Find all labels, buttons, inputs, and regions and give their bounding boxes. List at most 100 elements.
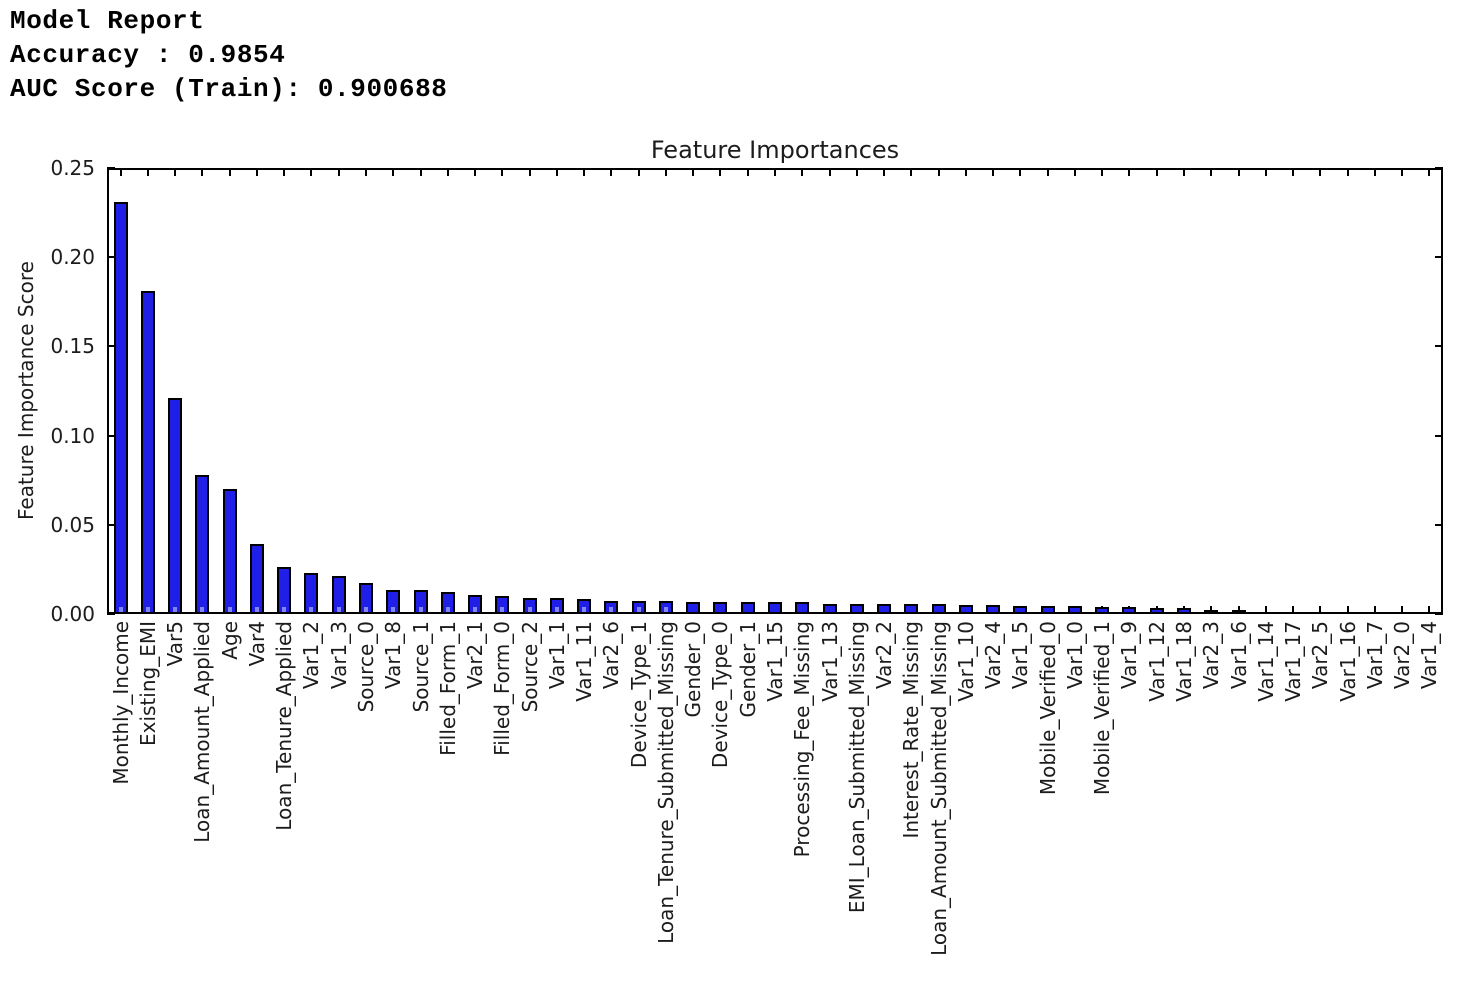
x-tick-label: Var2_0 bbox=[1390, 621, 1415, 690]
x-tick-label: Var1_2 bbox=[299, 621, 324, 690]
x-tick-label: Var1_1 bbox=[544, 621, 569, 690]
bar-Var2_1 bbox=[468, 595, 483, 614]
y-tick-right bbox=[1435, 345, 1443, 348]
bar-Var1_12 bbox=[1149, 608, 1164, 614]
bar-Var1_8 bbox=[386, 590, 401, 614]
y-axis-label: Feature Importance Score bbox=[14, 261, 38, 521]
bar-Monthly_Income bbox=[113, 202, 128, 614]
x-tick-top bbox=[801, 168, 804, 176]
x-tick-top bbox=[365, 168, 368, 176]
x-tick-label: Source_2 bbox=[517, 621, 542, 713]
x-tick-label: Var2_6 bbox=[599, 621, 624, 690]
x-tick-bottom bbox=[1401, 606, 1404, 614]
bar-tick-notch bbox=[554, 607, 559, 614]
y-tick-label: 0.15 bbox=[50, 334, 95, 359]
bar-tick-notch bbox=[418, 607, 423, 614]
x-tick-label: EMI_Loan_Submitted_Missing bbox=[844, 621, 869, 914]
bar-Existing_EMI bbox=[140, 291, 155, 614]
bar-tick-notch bbox=[609, 607, 614, 614]
bar-Var1_0 bbox=[1067, 606, 1082, 614]
bar-Var2_6 bbox=[604, 601, 619, 614]
x-tick-label: Var1_7 bbox=[1362, 621, 1387, 690]
x-tick-label: Loan_Tenure_Submitted_Missing bbox=[653, 621, 678, 944]
x-tick-label: Device_Type_0 bbox=[708, 621, 733, 769]
x-tick-top bbox=[1182, 168, 1185, 176]
report-auc-line: AUC Score (Train): 0.900688 bbox=[10, 74, 448, 104]
x-tick-label: Age bbox=[217, 621, 242, 660]
x-tick-label: Var1_15 bbox=[763, 621, 787, 702]
x-tick-label: Var5 bbox=[163, 621, 188, 667]
bar-Mobile_Verified_0 bbox=[1040, 606, 1055, 614]
x-tick-label: Var1_18 bbox=[1171, 621, 1196, 702]
x-tick-top bbox=[855, 168, 858, 176]
x-tick-label: Var1_14 bbox=[1253, 621, 1278, 702]
bar-Var1_10 bbox=[958, 605, 973, 614]
bar-Var1_11 bbox=[577, 599, 592, 614]
bar-tick-notch bbox=[527, 607, 532, 614]
x-tick-label: Var1_8 bbox=[381, 621, 406, 690]
x-tick-label: Var1_6 bbox=[1226, 621, 1251, 690]
x-tick-label: Var2_5 bbox=[1308, 621, 1333, 690]
x-tick-top bbox=[1046, 168, 1049, 176]
bar-tick-notch bbox=[336, 607, 341, 614]
x-tick-top bbox=[310, 168, 313, 176]
y-tick-left bbox=[107, 523, 115, 526]
x-tick-label: Var1_4 bbox=[1417, 621, 1442, 690]
y-tick-right bbox=[1435, 613, 1443, 615]
x-tick-top bbox=[937, 168, 940, 176]
x-tick-top bbox=[501, 168, 504, 176]
y-tick-label: 0.20 bbox=[50, 245, 95, 270]
x-tick-label: Var1_0 bbox=[1062, 621, 1087, 690]
x-tick-top bbox=[1101, 168, 1104, 176]
bar-tick-notch bbox=[473, 607, 478, 614]
bar-tick-notch bbox=[663, 607, 668, 614]
chart-title: Feature Importances bbox=[650, 136, 900, 164]
bar-Source_1 bbox=[413, 590, 428, 614]
x-tick-label: Interest_Rate_Missing bbox=[899, 621, 924, 839]
x-tick-top bbox=[392, 168, 395, 176]
bar-tick-notch bbox=[391, 607, 396, 614]
x-tick-top bbox=[883, 168, 886, 176]
bar-Var1_1 bbox=[549, 598, 564, 614]
x-tick-label: Var1_17 bbox=[1281, 621, 1306, 702]
bar-Var1_5 bbox=[1013, 606, 1028, 614]
bar-Loan_Tenure_Applied bbox=[277, 567, 292, 614]
x-tick-label: Var2_3 bbox=[1199, 621, 1224, 690]
y-tick-label: 0.00 bbox=[50, 602, 95, 626]
x-tick-label: Var1_10 bbox=[953, 621, 978, 702]
x-tick-label: Var2_2 bbox=[872, 621, 897, 690]
y-tick-left bbox=[107, 613, 115, 615]
bar-Var4 bbox=[249, 544, 264, 614]
bar-tick-notch bbox=[364, 607, 369, 614]
x-tick-top bbox=[692, 168, 695, 176]
x-tick-label: Filled_Form_1 bbox=[435, 621, 460, 756]
x-tick-label: Var1_12 bbox=[1144, 621, 1169, 702]
x-tick-label: Var1_13 bbox=[817, 621, 842, 702]
x-tick-top bbox=[474, 168, 477, 176]
x-tick-top bbox=[146, 168, 149, 176]
bar-tick-notch bbox=[118, 607, 123, 614]
bar-tick-notch bbox=[173, 607, 178, 614]
bar-tick-notch bbox=[582, 607, 587, 614]
y-tick-label: 0.25 bbox=[50, 156, 95, 180]
x-tick-top bbox=[1155, 168, 1158, 176]
x-tick-top bbox=[1319, 168, 1322, 176]
x-tick-top bbox=[1264, 168, 1267, 176]
bar-Source_0 bbox=[359, 583, 374, 614]
bar-Processing_Fee_Missing bbox=[795, 602, 810, 614]
y-tick-left bbox=[107, 434, 115, 437]
y-tick-right bbox=[1435, 256, 1443, 259]
x-tick-top bbox=[337, 168, 340, 176]
x-tick-label: Var1_5 bbox=[1008, 621, 1033, 690]
bar-Source_2 bbox=[522, 598, 537, 614]
x-tick-top bbox=[1128, 168, 1131, 176]
x-tick-top bbox=[610, 168, 613, 176]
x-tick-label: Var1_11 bbox=[572, 621, 597, 702]
x-tick-top bbox=[255, 168, 258, 176]
x-tick-top bbox=[746, 168, 749, 176]
plot-area bbox=[107, 167, 1443, 615]
axis-spine-bottom bbox=[107, 612, 1443, 614]
bar-Var1_3 bbox=[331, 576, 346, 614]
x-tick-label: Var4 bbox=[244, 621, 269, 667]
